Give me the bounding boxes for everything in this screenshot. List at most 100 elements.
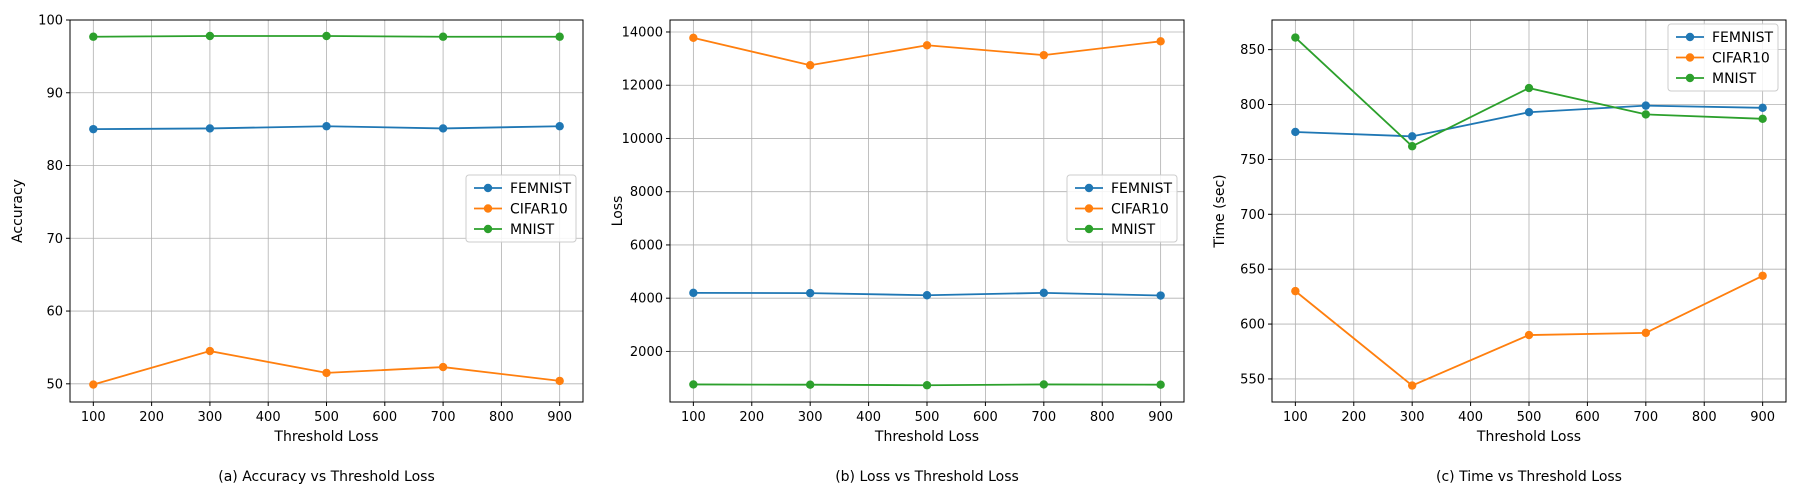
data-point-mnist (89, 32, 98, 41)
data-point-femnist (689, 288, 698, 298)
y-tick-label: 700 (1240, 208, 1265, 223)
y-tick-label: 50 (46, 377, 63, 392)
data-point-mnist (1758, 114, 1767, 123)
legend-box (1066, 174, 1178, 243)
legend-label: FEMNIST (1712, 30, 1773, 46)
data-point-cifar10 (1758, 271, 1767, 280)
panel-caption: (c) Time vs Threshold Loss (1436, 469, 1622, 485)
legend-label: FEMNIST (1111, 181, 1172, 197)
x-tick-label: 500 (314, 410, 339, 425)
x-tick-label: 200 (1341, 410, 1366, 425)
data-point-femnist (1641, 101, 1651, 110)
data-point-femnist (1291, 127, 1300, 137)
panel-caption: (b) Loss vs Threshold Loss (835, 469, 1019, 485)
x-axis-label: Threshold Loss (273, 429, 378, 445)
x-tick-label: 300 (798, 410, 823, 425)
data-point-cifar10 (89, 380, 98, 389)
data-point-cifar10 (1039, 50, 1049, 60)
x-tick-label: 100 (1283, 410, 1308, 425)
y-tick-label: 2000 (630, 345, 663, 360)
data-point-femnist (1039, 288, 1049, 298)
data-point-mnist (922, 381, 932, 390)
x-tick-label: 200 (739, 410, 764, 425)
y-axis-label: Accuracy (10, 179, 26, 243)
y-tick-label: 750 (1240, 153, 1265, 168)
x-tick-label: 400 (856, 410, 881, 425)
y-tick-label: 70 (46, 232, 63, 247)
y-tick-label: 850 (1240, 43, 1265, 58)
x-tick-label: 700 (431, 410, 456, 425)
x-tick-label: 600 (372, 410, 397, 425)
y-axis-label: Loss (610, 196, 626, 227)
y-tick-label: 4000 (630, 292, 663, 307)
data-point-mnist (438, 32, 448, 41)
y-tick-label: 90 (46, 86, 63, 101)
x-tick-label: 800 (489, 410, 514, 425)
data-point-mnist (555, 32, 564, 41)
legend-marker-mnist (1685, 73, 1695, 83)
x-tick-label: 200 (139, 410, 164, 425)
data-point-cifar10 (1291, 286, 1300, 296)
data-point-cifar10 (1524, 330, 1534, 340)
data-point-cifar10 (1156, 37, 1165, 46)
chart-panel-1: 100 200 300 400 500 600 700 800 900 50 60 70 80 90 100… (10, 14, 584, 485)
legend-marker-femnist (1084, 183, 1094, 193)
data-point-mnist (1291, 33, 1300, 42)
y-tick-label: 12000 (622, 79, 663, 94)
data-point-mnist (205, 31, 215, 41)
x-tick-label: 400 (256, 410, 281, 425)
x-tick-label: 700 (1633, 410, 1658, 425)
grid-lines (670, 20, 1184, 402)
y-tick-label: 8000 (630, 185, 663, 200)
data-point-cifar10 (805, 61, 815, 70)
x-tick-label: 800 (1090, 410, 1115, 425)
x-tick-label: 600 (973, 410, 998, 425)
data-point-mnist (1524, 83, 1534, 93)
y-tick-label: 6000 (630, 238, 663, 253)
legend-label: MNIST (1712, 71, 1757, 87)
x-tick-label: 900 (547, 410, 572, 425)
data-point-femnist (1407, 132, 1417, 141)
x-axis-label: Threshold Loss (874, 429, 979, 445)
data-point-cifar10 (922, 41, 932, 50)
legend-marker-cifar10 (1685, 53, 1695, 62)
legend-marker-cifar10 (1084, 204, 1094, 213)
grid-lines (70, 19, 583, 402)
data-point-femnist (205, 124, 215, 133)
legend-marker-mnist (1084, 224, 1094, 234)
data-point-femnist (555, 122, 564, 131)
data-point-mnist (1156, 380, 1165, 389)
y-axis-label: Time (sec) (1212, 174, 1228, 248)
panel-caption: (a) Accuracy vs Threshold Loss (218, 469, 435, 485)
y-tick-label: 60 (46, 305, 63, 320)
data-point-mnist (689, 380, 698, 389)
data-point-mnist (1039, 380, 1049, 389)
y-tick-label: 80 (46, 159, 63, 174)
data-point-femnist (438, 124, 448, 133)
legend: FEMNIST CIFAR10 MNIST (1667, 23, 1779, 92)
x-tick-label: 100 (81, 410, 106, 425)
legend-marker-mnist (483, 224, 493, 234)
x-axis-label: Threshold Loss (1476, 429, 1581, 445)
y-tick-label: 650 (1240, 263, 1265, 278)
data-point-femnist (1156, 291, 1165, 300)
y-tick-label: 550 (1240, 372, 1265, 387)
x-tick-label: 400 (1458, 410, 1483, 425)
x-tick-label: 300 (197, 410, 222, 425)
data-point-mnist (322, 31, 331, 41)
legend-label: CIFAR10 (1111, 202, 1169, 218)
data-point-mnist (805, 380, 815, 389)
data-point-cifar10 (1407, 381, 1417, 390)
legend-label: FEMNIST (510, 181, 571, 197)
x-tick-label: 100 (681, 410, 706, 425)
data-point-cifar10 (322, 368, 331, 378)
legend-marker-femnist (1685, 32, 1695, 42)
data-point-mnist (1407, 142, 1417, 151)
x-tick-label: 900 (1750, 410, 1775, 425)
data-point-cifar10 (205, 346, 215, 356)
data-point-cifar10 (689, 33, 698, 43)
legend-box (465, 174, 577, 243)
data-point-femnist (805, 288, 815, 298)
